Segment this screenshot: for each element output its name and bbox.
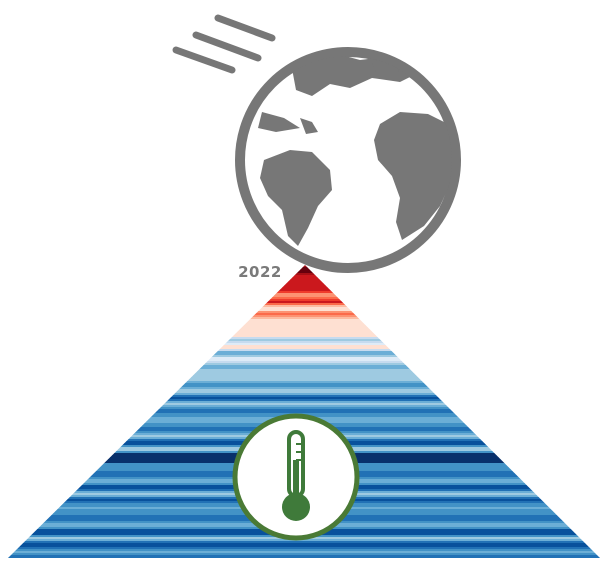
stripe [8,319,600,322]
stripe [8,383,600,386]
stripe [8,551,600,554]
stripe [8,285,600,288]
stripe [8,355,600,358]
stripe [8,347,600,350]
stripe [8,401,600,404]
stripe [8,363,600,366]
stripe [8,359,600,362]
stripe [8,409,600,412]
stripe [8,405,600,408]
stripe [8,307,600,310]
stripe [8,381,600,384]
stripe [8,333,600,336]
stripe [8,337,600,340]
stripe [8,283,600,286]
stripe [8,327,600,330]
stripe [8,367,600,370]
stripe [8,289,600,292]
stripe [8,403,600,406]
stripe [8,311,600,314]
stripe [8,341,600,344]
stripe [8,299,600,302]
stripe [8,303,600,306]
stripe [8,321,600,324]
stripe [8,309,600,312]
thermometer-badge [232,413,360,541]
stripe [8,313,600,316]
stripe [8,339,600,342]
stripe [8,557,600,558]
stripe [8,345,600,348]
stripe [8,295,600,298]
stripe [8,541,600,544]
stripe [8,375,600,378]
stripe [8,393,600,396]
stripe [8,411,600,414]
stripe [8,329,600,332]
stripe [8,399,600,402]
stripe [8,379,600,382]
stripe [8,323,600,326]
stripe [8,543,600,546]
stripe [8,387,600,390]
stripe [8,287,600,290]
stripe [8,365,600,368]
stripe [8,271,600,274]
stripe [8,269,600,272]
stripe [8,267,600,270]
stripe [8,305,600,308]
stripe [8,275,600,278]
stripe [8,291,600,294]
stripe [8,349,600,352]
stripe [8,539,600,542]
stripe [8,371,600,374]
stripe [8,353,600,356]
stripe [8,545,600,548]
stripe [8,357,600,360]
stripe [8,351,600,354]
stripe [8,279,600,282]
stripe [8,277,600,280]
stripe [8,297,600,300]
stripe [8,265,600,268]
stripe [8,293,600,296]
motion-lines [172,14,276,74]
stripe [8,373,600,376]
stripe [8,391,600,394]
stripe [8,407,600,410]
stripe [8,547,600,550]
stripe [8,377,600,380]
stripe [8,555,600,558]
stripe [8,301,600,304]
globe [235,47,461,273]
stripe [8,397,600,400]
stripe [8,315,600,318]
stripe [8,553,600,556]
stripe [8,335,600,338]
stripe [8,331,600,334]
stripe [8,325,600,328]
stripe [8,281,600,284]
stripe [8,369,600,372]
stripe [8,317,600,320]
year-label: 2022 [238,263,282,281]
stripe [8,389,600,392]
stripe [8,385,600,388]
stripe [8,361,600,364]
stripe [8,343,600,346]
stripe [8,549,600,552]
stripe [8,395,600,398]
stripe [8,273,600,276]
